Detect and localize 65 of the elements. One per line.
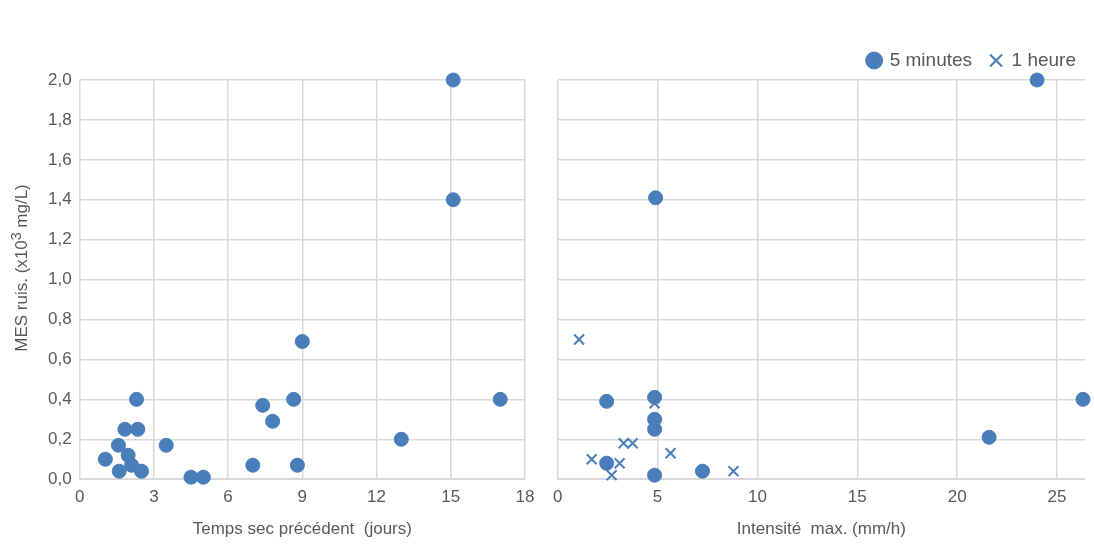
x-tick-label: 12 (367, 487, 387, 507)
point (110, 437, 126, 453)
point (97, 451, 113, 467)
point (286, 391, 302, 407)
y-tick-label: 0,8 (47, 309, 72, 329)
x-axis-title: Temps sec précédent (jours) (192, 519, 412, 539)
x-tick-label: 9 (297, 487, 308, 507)
point (289, 457, 305, 473)
point (1075, 391, 1091, 407)
point (158, 437, 174, 453)
y-tick-label: 1,8 (47, 109, 72, 129)
point (111, 463, 127, 479)
point (1029, 72, 1045, 88)
y-tick-label: 0,4 (47, 389, 72, 409)
point (245, 457, 261, 473)
point (393, 431, 409, 447)
point (255, 397, 271, 413)
point (664, 447, 677, 460)
x-axis-title: Intensité max. (mm/h) (736, 519, 906, 539)
point (133, 463, 149, 479)
point (626, 437, 639, 450)
x-tick-label: 6 (223, 487, 233, 507)
x-tick-label: 0 (552, 487, 563, 507)
x-tick-label: 0 (74, 487, 85, 507)
point (117, 421, 133, 437)
y-tick-label: 0,6 (47, 349, 72, 369)
x-tick-label: 25 (1047, 487, 1067, 507)
y-tick-label: 1,0 (47, 269, 72, 289)
point (130, 421, 146, 437)
point (599, 455, 615, 471)
point (183, 469, 199, 485)
y-tick-label: 0,2 (47, 428, 72, 448)
point (617, 437, 630, 450)
x-tick-label: 15 (847, 487, 867, 507)
point (647, 467, 663, 483)
y-tick-label: 1,2 (47, 229, 72, 249)
x-tick-label: 18 (515, 487, 535, 507)
point (445, 192, 461, 208)
point (648, 190, 664, 206)
x-tick-label: 10 (747, 487, 767, 507)
point (727, 465, 740, 478)
point (294, 333, 310, 349)
y-tick-label: 1,6 (47, 149, 72, 169)
x-tick-label: 15 (441, 487, 461, 507)
point (265, 413, 281, 429)
point (492, 391, 508, 407)
x-tick-label: 3 (149, 487, 159, 507)
point (695, 463, 711, 479)
point (647, 389, 663, 405)
point (445, 72, 461, 88)
point (195, 469, 211, 485)
point (129, 391, 145, 407)
point (613, 457, 626, 470)
point (599, 393, 615, 409)
legend-label: 5 minutes (889, 48, 973, 70)
legend-label: 1 heure (1011, 48, 1077, 70)
y-tick-label: 2,0 (47, 69, 72, 89)
x-tick-label: 20 (947, 487, 967, 507)
point (605, 469, 618, 482)
point (573, 333, 586, 346)
x-tick-label: 5 (652, 487, 663, 507)
point (981, 429, 997, 445)
y-tick-label: 1,4 (47, 189, 72, 209)
y-tick-label: 0,0 (47, 468, 72, 488)
point (585, 453, 598, 466)
